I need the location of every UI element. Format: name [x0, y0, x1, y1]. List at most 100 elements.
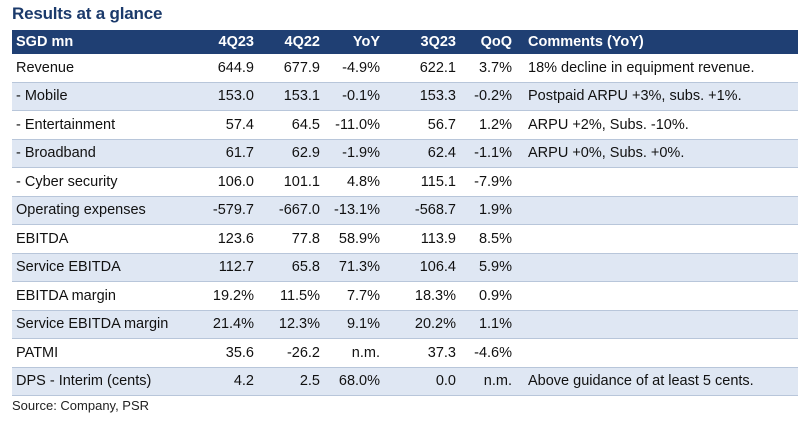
- value-4q23: 644.9: [217, 59, 254, 76]
- table-row: PATMI 35.6 -26.2 n.m. 37.3 -4.6%: [12, 339, 798, 368]
- results-table: SGD mn 4Q23 4Q22 YoY 3Q23 QoQ Comments (…: [12, 30, 798, 396]
- column-header: QoQ: [460, 30, 516, 54]
- value-qoq: 1.1%: [478, 316, 512, 333]
- value-4q22: 677.9: [283, 59, 320, 76]
- comment: [516, 253, 798, 282]
- value-3q23: 20.2%: [414, 316, 456, 333]
- value-yoy: 9.1%: [346, 316, 380, 333]
- row-label: - Broadband: [16, 145, 96, 162]
- comment: ARPU +2%, Subs. -10%.: [528, 116, 689, 133]
- value-4q23: 106.0: [217, 173, 254, 190]
- value-3q23: 153.3: [419, 88, 456, 105]
- value-4q22: 77.8: [291, 230, 320, 247]
- value-4q23: 112.7: [218, 259, 254, 276]
- value-yoy: -11.0%: [335, 116, 380, 133]
- value-4q22: -26.2: [286, 344, 320, 361]
- table-row: DPS - Interim (cents) 4.2 2.5 68.0% 0.0 n.m. A…: [12, 367, 798, 396]
- value-yoy: -13.1%: [334, 202, 380, 219]
- row-label: EBITDA: [16, 230, 69, 247]
- comment: [516, 225, 798, 254]
- row-label: - Mobile: [16, 88, 68, 105]
- table-row: - Mobile 153.0 153.1 -0.1% 153.3 -0.2% Postpai…: [12, 82, 798, 111]
- value-3q23: 56.7: [427, 116, 456, 133]
- value-qoq: -7.9%: [474, 173, 512, 190]
- row-label: Operating expenses: [16, 202, 146, 219]
- value-yoy: 4.8%: [346, 173, 380, 190]
- value-3q23: 18.3%: [414, 287, 456, 304]
- value-qoq: 5.9%: [478, 259, 512, 276]
- value-yoy: -0.1%: [342, 88, 380, 105]
- row-label: Service EBITDA: [16, 259, 121, 276]
- row-label: - Cyber security: [16, 173, 118, 190]
- comment: ARPU +0%, Subs. +0%.: [528, 145, 685, 162]
- value-4q22: 101.1: [283, 173, 320, 190]
- row-label: - Entertainment: [16, 116, 116, 133]
- value-qoq: -0.2%: [474, 88, 512, 105]
- value-4q22: 2.5: [299, 373, 320, 390]
- value-yoy: -4.9%: [342, 59, 380, 76]
- value-4q23: 61.7: [225, 145, 254, 162]
- value-4q23: 57.4: [225, 116, 254, 133]
- value-3q23: 622.1: [419, 59, 456, 76]
- value-qoq: 3.7%: [478, 59, 512, 76]
- value-3q23: 115.1: [420, 173, 456, 190]
- value-yoy: -1.9%: [342, 145, 380, 162]
- column-header: 3Q23: [384, 30, 460, 54]
- value-qoq: n.m.: [483, 373, 512, 390]
- table-row: EBITDA margin 19.2% 11.5% 7.7% 18.3% 0.9%: [12, 282, 798, 311]
- source-note: Source: Company, PSR: [12, 398, 150, 413]
- table-row: - Cyber security 106.0 101.1 4.8% 115.1 -7.9%: [12, 168, 798, 197]
- table-row: Revenue 644.9 677.9 -4.9% 622.1 3.7% 18% decli…: [12, 54, 798, 82]
- value-4q22: 153.1: [283, 88, 320, 105]
- value-3q23: 62.4: [427, 145, 456, 162]
- value-yoy: 58.9%: [338, 230, 380, 247]
- value-yoy: 71.3%: [338, 259, 380, 276]
- value-4q23: 19.2%: [212, 287, 254, 304]
- value-4q22: 12.3%: [278, 316, 320, 333]
- value-qoq: 0.9%: [478, 287, 512, 304]
- row-label: Revenue: [16, 59, 75, 76]
- table-body: Revenue 644.9 677.9 -4.9% 622.1 3.7% 18% decli…: [12, 54, 798, 396]
- table-row: - Entertainment 57.4 64.5 -11.0% 56.7 1.2% ARP…: [12, 111, 798, 139]
- table-row: Service EBITDA 112.7 65.8 71.3% 106.4 5.9%: [12, 253, 798, 282]
- row-label: EBITDA margin: [16, 287, 116, 304]
- value-qoq: 8.5%: [478, 230, 512, 247]
- comment: [516, 282, 798, 311]
- comment: Above guidance of at least 5 cents.: [528, 373, 754, 390]
- row-label: PATMI: [16, 344, 59, 361]
- value-yoy: 68.0%: [338, 373, 380, 390]
- table-row: Operating expenses -579.7 -667.0 -13.1% -568…: [12, 196, 798, 225]
- value-qoq: -1.1%: [474, 145, 512, 162]
- value-4q22: 65.8: [291, 259, 320, 276]
- value-qoq: -4.6%: [474, 344, 512, 361]
- value-4q22: 64.5: [291, 116, 320, 133]
- table-header-row: SGD mn 4Q23 4Q22 YoY 3Q23 QoQ Comments (…: [12, 30, 798, 54]
- comment: Postpaid ARPU +3%, subs. +1%.: [528, 88, 742, 105]
- column-header: SGD mn: [12, 30, 184, 54]
- value-4q23: 153.0: [217, 88, 254, 105]
- column-header: Comments (YoY): [516, 30, 798, 54]
- comment: [516, 339, 798, 368]
- comment: [516, 168, 798, 197]
- column-header: 4Q23: [184, 30, 258, 54]
- value-yoy: n.m.: [351, 344, 380, 361]
- comment: 18% decline in equipment revenue.: [528, 59, 755, 76]
- value-qoq: 1.9%: [478, 202, 512, 219]
- value-4q23: 35.6: [225, 344, 254, 361]
- value-3q23: -568.7: [414, 202, 456, 219]
- column-header: YoY: [324, 30, 384, 54]
- table-row: EBITDA 123.6 77.8 58.9% 113.9 8.5%: [12, 225, 798, 254]
- comment: [516, 196, 798, 225]
- value-qoq: 1.2%: [478, 116, 512, 133]
- value-4q23: -579.7: [212, 202, 254, 219]
- column-header: 4Q22: [258, 30, 324, 54]
- value-4q22: 62.9: [291, 145, 320, 162]
- table-row: - Broadband 61.7 62.9 -1.9% 62.4 -1.1% ARPU +0…: [12, 139, 798, 168]
- value-3q23: 113.9: [420, 230, 456, 247]
- row-label: Service EBITDA margin: [16, 316, 169, 333]
- value-4q23: 21.4%: [212, 316, 254, 333]
- value-4q23: 123.6: [217, 230, 254, 247]
- value-3q23: 37.3: [427, 344, 456, 361]
- value-3q23: 106.4: [419, 259, 456, 276]
- value-4q22: 11.5%: [279, 287, 320, 304]
